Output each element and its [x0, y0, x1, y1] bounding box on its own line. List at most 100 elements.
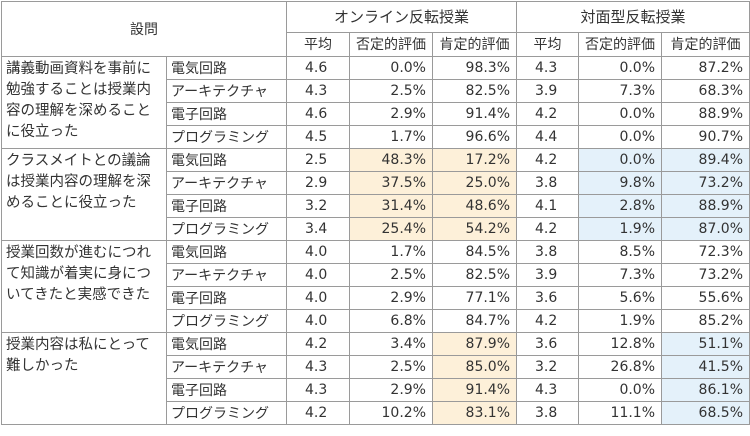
- online-neg-cell: 0.0%: [349, 56, 433, 80]
- online-avg-cell: 2.9: [286, 171, 350, 195]
- face-neg-cell: 2.8%: [578, 194, 663, 218]
- online-neg-cell: 2.5%: [349, 355, 433, 379]
- subject-cell: プログラミング: [166, 309, 287, 333]
- table-row: アーキテクチャ 2.9 37.5% 25.0% 3.8 9.8% 73.2%: [2, 171, 750, 195]
- subject-cell: プログラミング: [166, 125, 287, 149]
- online-avg-cell: 4.3: [286, 378, 350, 402]
- face-avg-cell: 4.2: [516, 217, 580, 241]
- face-pos-cell: 89.4%: [661, 148, 750, 172]
- face-avg-header: 平均: [516, 31, 580, 58]
- face-neg-cell: 12.8%: [578, 332, 663, 356]
- face-pos-cell: 51.1%: [661, 332, 750, 356]
- online-pos-cell: 54.2%: [431, 217, 518, 241]
- online-group-header: オンライン反転授業: [285, 1, 518, 33]
- online-avg-cell: 2.5: [286, 148, 350, 172]
- table-row: 電子回路 4.6 2.9% 91.4% 4.2 0.0% 88.9%: [2, 102, 750, 126]
- online-neg-cell: 3.4%: [349, 332, 433, 356]
- face-neg-cell: 9.8%: [578, 171, 663, 195]
- table-body: 講義動画資料を事前に勉強することは授業内容の理解を深めることに役立った 電気回路 4…: [1, 56, 750, 425]
- online-neg-cell: 1.7%: [349, 125, 433, 149]
- face-pos-cell: 55.6%: [661, 286, 750, 310]
- online-pos-cell: 48.6%: [431, 194, 518, 218]
- online-pos-header: 肯定的評価: [431, 31, 518, 58]
- face-avg-cell: 3.6: [516, 286, 580, 310]
- face-avg-cell: 3.6: [516, 332, 580, 356]
- table-row: 電子回路 4.3 2.9% 91.4% 4.3 0.0% 86.1%: [2, 378, 750, 402]
- face-pos-cell: 88.9%: [661, 194, 750, 218]
- subject-cell: プログラミング: [166, 401, 287, 425]
- subject-cell: 電子回路: [166, 286, 287, 310]
- face-avg-cell: 4.1: [516, 194, 580, 218]
- face-neg-cell: 0.0%: [578, 125, 663, 149]
- face-pos-cell: 41.5%: [661, 355, 750, 379]
- table-row: 授業回数が進むにつれて知識が着実に身についてきたと実感できた 電気回路 4.0 1.7…: [1, 240, 750, 333]
- online-avg-cell: 4.0: [286, 263, 350, 287]
- table-row: 講義動画資料を事前に勉強することは授業内容の理解を深めることに役立った 電気回路 4…: [1, 56, 750, 149]
- online-avg-cell: 4.2: [286, 401, 350, 425]
- question-text: 授業回数が進むにつれて知識が着実に身についてきたと実感できた: [1, 240, 167, 333]
- face-group-header: 対面型反転授業: [516, 1, 750, 33]
- table-row: アーキテクチャ 4.3 2.5% 82.5% 3.9 7.3% 68.3%: [2, 79, 750, 103]
- face-avg-cell: 4.3: [516, 378, 580, 402]
- face-pos-cell: 85.2%: [661, 309, 750, 333]
- online-avg-cell: 4.0: [286, 286, 350, 310]
- online-pos-cell: 84.5%: [431, 240, 518, 264]
- subject-cell: 電子回路: [166, 378, 287, 402]
- online-neg-cell: 1.7%: [349, 240, 433, 264]
- online-avg-cell: 4.6: [286, 102, 350, 126]
- online-avg-cell: 4.3: [286, 355, 350, 379]
- face-pos-header: 肯定的評価: [661, 31, 750, 58]
- online-avg-cell: 4.3: [286, 79, 350, 103]
- face-neg-header: 否定的評価: [578, 31, 663, 58]
- online-pos-cell: 83.1%: [431, 401, 518, 425]
- subject-cell: 電気回路: [166, 240, 287, 264]
- face-neg-cell: 0.0%: [578, 148, 663, 172]
- online-pos-cell: 77.1%: [431, 286, 518, 310]
- table-row: プログラミング 3.4 25.4% 54.2% 4.2 1.9% 87.0%: [2, 217, 750, 241]
- online-pos-cell: 17.2%: [431, 148, 518, 172]
- table-row: 電子回路 3.2 31.4% 48.6% 4.1 2.8% 88.9%: [2, 194, 750, 218]
- online-avg-cell: 3.2: [286, 194, 350, 218]
- online-pos-cell: 91.4%: [431, 102, 518, 126]
- face-avg-cell: 3.8: [516, 401, 580, 425]
- face-neg-cell: 1.9%: [578, 309, 663, 333]
- online-pos-cell: 98.3%: [431, 56, 518, 80]
- face-avg-cell: 3.9: [516, 79, 580, 103]
- online-neg-cell: 2.9%: [349, 286, 433, 310]
- face-avg-cell: 3.8: [516, 171, 580, 195]
- face-pos-cell: 86.1%: [661, 378, 750, 402]
- online-pos-cell: 87.9%: [431, 332, 518, 356]
- table-row: 授業内容は私にとって難しかった 電気回路 4.2 3.4% 87.9% 3.6 12.8% 5…: [1, 332, 750, 425]
- face-avg-cell: 4.4: [516, 125, 580, 149]
- subject-cell: アーキテクチャ: [166, 79, 287, 103]
- online-avg-cell: 4.0: [286, 309, 350, 333]
- online-pos-cell: 96.6%: [431, 125, 518, 149]
- online-avg-cell: 4.6: [286, 56, 350, 80]
- online-neg-cell: 48.3%: [349, 148, 433, 172]
- face-avg-cell: 4.3: [516, 56, 580, 80]
- subject-cell: 電子回路: [166, 194, 287, 218]
- online-neg-cell: 2.9%: [349, 102, 433, 126]
- subject-cell: アーキテクチャ: [166, 263, 287, 287]
- subject-cell: 電気回路: [166, 148, 287, 172]
- face-pos-cell: 90.7%: [661, 125, 750, 149]
- subject-cell: プログラミング: [166, 217, 287, 241]
- face-neg-cell: 0.0%: [578, 102, 663, 126]
- face-avg-cell: 4.2: [516, 102, 580, 126]
- online-neg-cell: 2.5%: [349, 79, 433, 103]
- question-text: 授業内容は私にとって難しかった: [1, 332, 167, 425]
- face-neg-cell: 26.8%: [578, 355, 663, 379]
- face-neg-cell: 1.9%: [578, 217, 663, 241]
- face-neg-cell: 8.5%: [578, 240, 663, 264]
- face-avg-cell: 4.2: [516, 309, 580, 333]
- face-pos-cell: 68.5%: [661, 401, 750, 425]
- face-neg-cell: 0.0%: [578, 56, 663, 80]
- face-neg-cell: 5.6%: [578, 286, 663, 310]
- subject-cell: アーキテクチャ: [166, 171, 287, 195]
- online-pos-cell: 85.0%: [431, 355, 518, 379]
- subject-cell: 電気回路: [166, 332, 287, 356]
- question-header: 設問: [1, 1, 287, 57]
- face-avg-cell: 4.2: [516, 148, 580, 172]
- online-avg-cell: 3.4: [286, 217, 350, 241]
- subject-cell: 電子回路: [166, 102, 287, 126]
